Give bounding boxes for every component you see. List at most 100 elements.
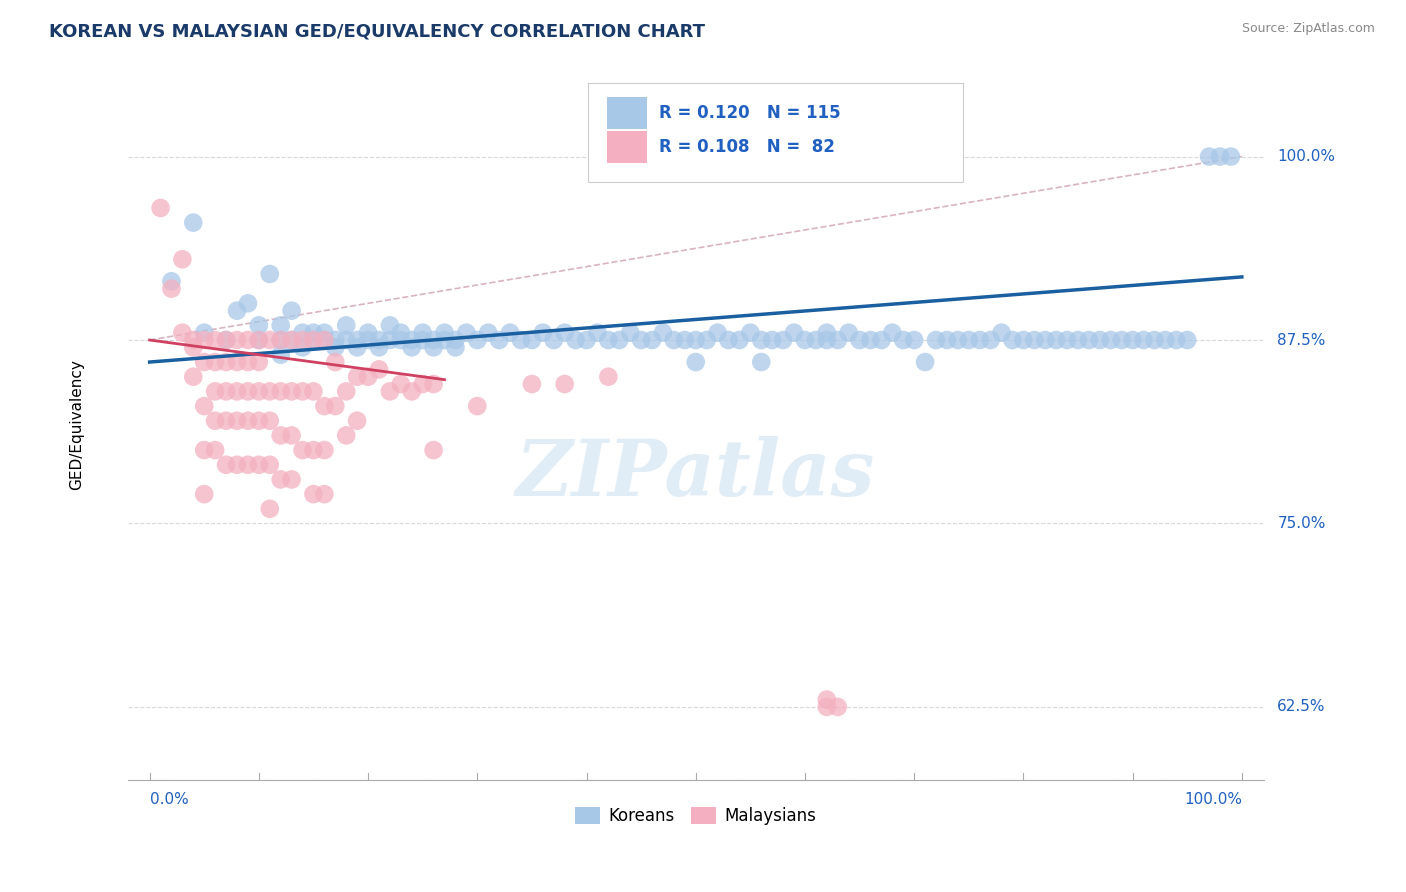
FancyBboxPatch shape [588, 83, 963, 182]
Point [302, 443, 325, 458]
Point [280, 428, 302, 442]
Point [236, 384, 259, 399]
Point [990, 326, 1012, 340]
Point [357, 326, 380, 340]
Point [1154, 333, 1177, 347]
Point [1001, 333, 1024, 347]
Point [302, 326, 325, 340]
Point [740, 326, 762, 340]
Point [925, 333, 948, 347]
Point [204, 414, 226, 428]
Point [193, 487, 215, 501]
Point [444, 340, 467, 354]
Point [412, 333, 434, 347]
Point [247, 333, 270, 347]
Point [575, 333, 598, 347]
Point [302, 384, 325, 399]
Point [619, 326, 641, 340]
Point [969, 333, 991, 347]
Text: Source: ZipAtlas.com: Source: ZipAtlas.com [1241, 22, 1375, 36]
Point [215, 414, 238, 428]
Point [728, 333, 751, 347]
Point [247, 458, 270, 472]
Point [717, 333, 740, 347]
Point [291, 443, 314, 458]
Point [422, 333, 444, 347]
Point [510, 333, 533, 347]
Point [226, 384, 249, 399]
Point [946, 333, 969, 347]
Point [357, 369, 380, 384]
Text: R = 0.108   N =  82: R = 0.108 N = 82 [659, 138, 835, 156]
Point [673, 333, 696, 347]
Text: 100.0%: 100.0% [1277, 149, 1336, 164]
Point [499, 326, 522, 340]
Point [554, 326, 576, 340]
Point [488, 333, 510, 347]
Point [160, 274, 183, 288]
Point [368, 340, 391, 354]
Point [870, 333, 893, 347]
Point [412, 326, 434, 340]
Text: 62.5%: 62.5% [1277, 699, 1326, 714]
Point [323, 355, 346, 369]
Point [433, 333, 456, 347]
Point [389, 326, 412, 340]
Point [215, 355, 238, 369]
Point [554, 377, 576, 392]
Point [815, 326, 838, 340]
Point [172, 252, 194, 267]
Point [323, 333, 346, 347]
Point [456, 326, 478, 340]
Text: 0.0%: 0.0% [149, 792, 188, 807]
Point [302, 333, 325, 347]
Point [749, 333, 772, 347]
Point [291, 384, 314, 399]
Point [226, 355, 249, 369]
Point [827, 333, 849, 347]
Point [1132, 333, 1154, 347]
Point [247, 384, 270, 399]
Point [444, 333, 467, 347]
Point [314, 443, 336, 458]
Point [193, 326, 215, 340]
Text: 87.5%: 87.5% [1277, 333, 1326, 348]
Point [236, 458, 259, 472]
Text: GED/Equivalency: GED/Equivalency [69, 359, 84, 490]
Point [291, 326, 314, 340]
Point [204, 333, 226, 347]
Point [323, 340, 346, 354]
Point [401, 333, 423, 347]
Point [1111, 333, 1133, 347]
Point [335, 318, 357, 333]
Point [270, 472, 292, 486]
Point [804, 333, 827, 347]
Point [848, 333, 870, 347]
Point [323, 399, 346, 413]
Point [280, 472, 302, 486]
Point [270, 333, 292, 347]
Point [346, 369, 368, 384]
Point [401, 384, 423, 399]
Point [181, 216, 204, 230]
Point [291, 333, 314, 347]
Point [1056, 333, 1078, 347]
Point [1219, 150, 1241, 164]
Point [259, 414, 281, 428]
Point [149, 201, 172, 215]
Point [259, 384, 281, 399]
Point [302, 487, 325, 501]
Point [422, 340, 444, 354]
Point [882, 326, 904, 340]
Point [378, 318, 401, 333]
Point [520, 333, 543, 347]
Point [607, 333, 630, 347]
Point [957, 333, 980, 347]
Point [543, 333, 565, 347]
Point [226, 333, 249, 347]
Point [181, 340, 204, 354]
Point [368, 362, 391, 376]
Point [685, 355, 707, 369]
Point [1099, 333, 1122, 347]
Point [259, 458, 281, 472]
